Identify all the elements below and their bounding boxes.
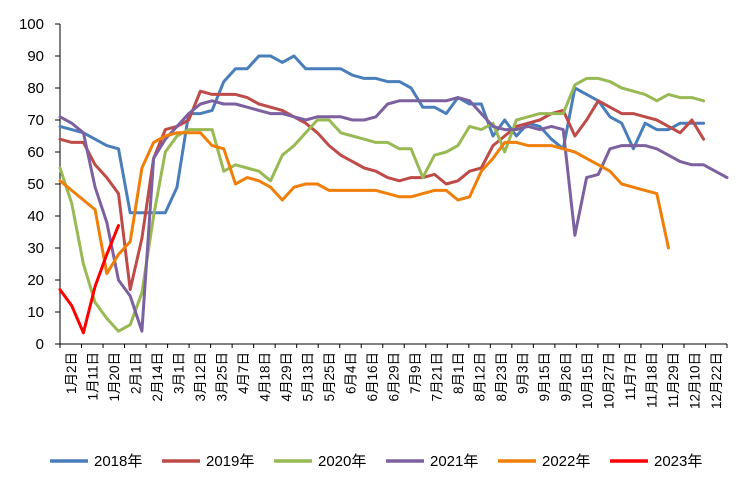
x-tick-label: 8月12日 xyxy=(473,352,488,402)
x-tick-label: 11月18日 xyxy=(645,352,660,408)
legend-label: 2019年 xyxy=(206,453,254,470)
x-tick-label: 3月25日 xyxy=(214,352,229,402)
y-tick-label: 10 xyxy=(27,304,44,321)
x-tick-label: 4月18日 xyxy=(257,352,272,402)
x-tick-label: 3月12日 xyxy=(193,352,208,402)
x-tick-label: 5月25日 xyxy=(322,352,337,402)
x-tick-label: 9月3日 xyxy=(516,352,531,394)
legend-label: 2021年 xyxy=(430,453,478,470)
y-tick-label: 70 xyxy=(27,112,44,129)
series-line-2019年 xyxy=(58,89,706,292)
x-axis: 1月2日 1月11日 1月20日 2月1日 2月14日 3月1日 3月12日 3月25日 4月7… xyxy=(59,343,728,409)
x-tick-label: 1月2日 xyxy=(64,352,79,394)
x-tick-label: 5月13日 xyxy=(300,352,315,402)
x-tick-label: 4月7日 xyxy=(236,352,251,394)
legend-label: 2022年 xyxy=(542,453,590,470)
y-tick-label: 20 xyxy=(27,272,44,289)
legend-item: 2018年 xyxy=(50,453,142,470)
x-tick-label: 7月9日 xyxy=(408,352,423,394)
legend: 2018年 2019年 2020年 2021年 2022年 2023年 xyxy=(50,453,702,470)
y-tick-label: 40 xyxy=(27,208,44,225)
x-tick-label: 4月29日 xyxy=(279,352,294,402)
x-tick-label: 8月23日 xyxy=(494,352,509,402)
legend-item: 2021年 xyxy=(386,453,478,470)
x-tick-label: 2月14日 xyxy=(150,352,165,402)
y-tick-label: 0 xyxy=(36,336,44,353)
y-tick-label: 50 xyxy=(27,176,44,193)
y-tick-label: 30 xyxy=(27,240,44,257)
series-line-2018年 xyxy=(58,54,706,215)
x-tick-label: 1月20日 xyxy=(107,352,122,402)
x-tick-label: 10月15日 xyxy=(580,352,595,409)
y-tick-label: 80 xyxy=(27,80,44,97)
x-tick-label: 9月26日 xyxy=(559,352,574,402)
legend-item: 2019年 xyxy=(162,453,254,470)
x-tick-label: 2月1日 xyxy=(128,352,143,394)
x-tick-label: 7月21日 xyxy=(430,352,445,402)
x-tick-label: 10月27日 xyxy=(602,352,617,409)
series-line-2021年 xyxy=(58,96,729,333)
x-tick-label: 6月29日 xyxy=(387,352,402,402)
y-tick-label: 60 xyxy=(27,144,44,161)
x-tick-label: 11月7日 xyxy=(623,352,638,401)
y-tick-label: 90 xyxy=(27,48,44,65)
x-tick-label: 12月10日 xyxy=(688,352,703,409)
legend-label: 2020年 xyxy=(318,453,366,470)
x-tick-label: 3月1日 xyxy=(171,352,186,394)
series-line-2023年 xyxy=(58,224,120,335)
x-tick-label: 6月4日 xyxy=(343,352,358,394)
x-tick-label: 12月22日 xyxy=(709,352,724,409)
legend-label: 2023年 xyxy=(654,453,702,470)
series-layer xyxy=(58,54,729,335)
legend-label: 2018年 xyxy=(94,453,142,470)
series-line-2020年 xyxy=(58,76,706,333)
x-tick-label: 1月11日 xyxy=(85,352,100,401)
x-tick-label: 8月1日 xyxy=(451,352,466,394)
x-tick-label: 9月15日 xyxy=(537,352,552,402)
legend-item: 2022年 xyxy=(498,453,590,470)
legend-item: 2020年 xyxy=(274,453,366,470)
x-tick-label: 6月16日 xyxy=(365,352,380,402)
series-line-2022年 xyxy=(58,131,670,276)
y-axis: 0 10 20 30 40 50 60 70 80 90 100 xyxy=(19,16,61,353)
x-tick-label: 11月29日 xyxy=(666,352,681,408)
legend-item: 2023年 xyxy=(610,453,702,470)
y-tick-label: 100 xyxy=(19,16,44,33)
